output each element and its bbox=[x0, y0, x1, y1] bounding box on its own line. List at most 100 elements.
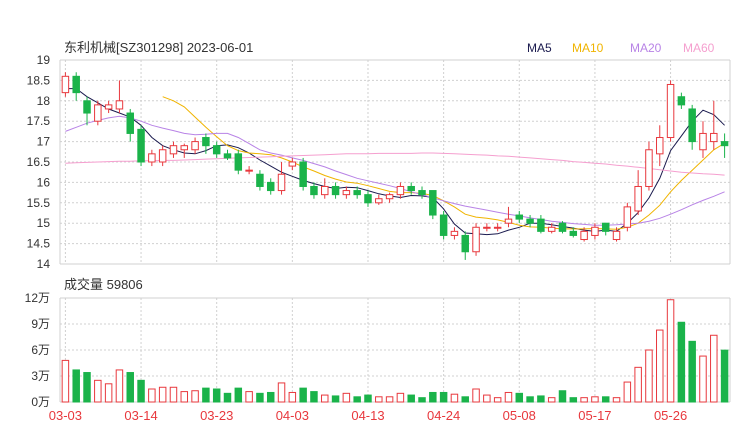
candle bbox=[288, 157, 297, 171]
volume-bar bbox=[580, 397, 588, 403]
volume-bar bbox=[634, 366, 642, 403]
volume-bar bbox=[547, 397, 556, 403]
candle-body bbox=[580, 230, 588, 241]
volume-bar bbox=[137, 379, 145, 403]
candle-body bbox=[591, 226, 599, 236]
candle bbox=[72, 72, 80, 101]
candle bbox=[277, 162, 286, 195]
volume-bar bbox=[645, 349, 653, 403]
candle bbox=[212, 141, 221, 158]
candle bbox=[450, 227, 459, 240]
candle bbox=[461, 231, 469, 260]
candle bbox=[547, 223, 556, 234]
candle-body bbox=[634, 185, 642, 212]
candle bbox=[526, 215, 534, 228]
volume-bar bbox=[353, 396, 361, 403]
candle bbox=[612, 227, 621, 242]
candle-body bbox=[450, 230, 459, 236]
price-tick-label: 18 bbox=[37, 94, 51, 108]
candle bbox=[321, 178, 329, 199]
candle-body bbox=[666, 83, 675, 139]
legend-ma10: MA10 bbox=[572, 41, 604, 55]
date-tick-label: 05-26 bbox=[654, 408, 687, 423]
candle bbox=[158, 145, 167, 167]
volume-axis-labels: 12万 9万 6万 3万 0万 bbox=[25, 291, 50, 409]
candle-body bbox=[266, 181, 275, 192]
candle-body bbox=[429, 190, 437, 216]
volume-bar bbox=[385, 396, 394, 403]
candle bbox=[677, 92, 686, 109]
candle bbox=[396, 182, 405, 199]
legend-ma5: MA5 bbox=[527, 41, 552, 55]
candle-body bbox=[472, 226, 480, 253]
date-tick-label: 05-17 bbox=[578, 408, 611, 423]
candle-body bbox=[483, 226, 491, 229]
legend-ma60: MA60 bbox=[683, 41, 715, 55]
volume-bar bbox=[699, 355, 707, 403]
candle-body bbox=[234, 153, 243, 171]
volume-bar bbox=[612, 397, 621, 403]
volume-bar bbox=[288, 391, 297, 403]
candle bbox=[623, 202, 632, 232]
candle bbox=[94, 100, 102, 126]
candle bbox=[580, 227, 588, 242]
candle bbox=[493, 223, 502, 232]
candle-body bbox=[493, 226, 502, 229]
date-tick-label: 03-14 bbox=[124, 408, 157, 423]
candle bbox=[569, 227, 578, 238]
candle bbox=[137, 125, 145, 167]
price-tick-label: 15 bbox=[37, 216, 51, 230]
candle-body bbox=[418, 190, 426, 196]
volume-bar bbox=[504, 391, 513, 403]
candle-body bbox=[710, 132, 718, 143]
volume-bar bbox=[407, 394, 415, 403]
ma-legend: MA5 MA10 MA20 MA60 bbox=[527, 41, 715, 55]
volume-bar bbox=[256, 392, 264, 403]
volume-bar bbox=[169, 386, 178, 403]
price-grid bbox=[59, 59, 731, 402]
candle-body bbox=[375, 198, 383, 204]
volume-bar bbox=[493, 397, 502, 403]
volume-bar bbox=[72, 369, 80, 403]
price-tick-label: 16 bbox=[37, 175, 51, 189]
candle bbox=[148, 149, 156, 167]
date-tick-label: 04-13 bbox=[351, 408, 384, 423]
candle bbox=[223, 149, 232, 160]
candle-body bbox=[115, 100, 124, 110]
candle bbox=[439, 210, 448, 240]
date-tick-label: 05-08 bbox=[503, 408, 536, 423]
candle-body bbox=[558, 222, 567, 232]
volume-bar bbox=[158, 386, 167, 403]
volume-bar bbox=[321, 394, 329, 403]
candle-body bbox=[245, 169, 253, 172]
candle-body bbox=[137, 128, 145, 163]
candle bbox=[472, 223, 480, 256]
candle-body bbox=[169, 145, 178, 155]
volume-bar bbox=[115, 369, 124, 403]
candle-body bbox=[720, 141, 729, 147]
candles bbox=[61, 72, 729, 260]
volume-bar bbox=[310, 391, 318, 403]
candle bbox=[688, 104, 696, 150]
candle-body bbox=[61, 75, 70, 94]
volume-bar bbox=[83, 372, 91, 403]
candle-body bbox=[158, 149, 167, 163]
volume-bar bbox=[299, 387, 307, 403]
candle-body bbox=[601, 222, 610, 232]
candle bbox=[256, 170, 264, 191]
candle-body bbox=[277, 173, 286, 192]
candle-body bbox=[677, 96, 686, 106]
candle-body bbox=[94, 104, 102, 122]
chart-title: 东利机械[SZ301298] 2023-06-01 bbox=[64, 40, 253, 55]
candle-body bbox=[461, 234, 469, 253]
candle-body bbox=[699, 132, 707, 151]
volume-bar bbox=[591, 396, 599, 403]
candle-body bbox=[569, 230, 578, 236]
candle-body bbox=[439, 214, 448, 236]
candle-body bbox=[364, 194, 372, 204]
volume-bar bbox=[656, 329, 664, 403]
volume-bar bbox=[331, 395, 340, 403]
volume-bar bbox=[461, 396, 469, 403]
